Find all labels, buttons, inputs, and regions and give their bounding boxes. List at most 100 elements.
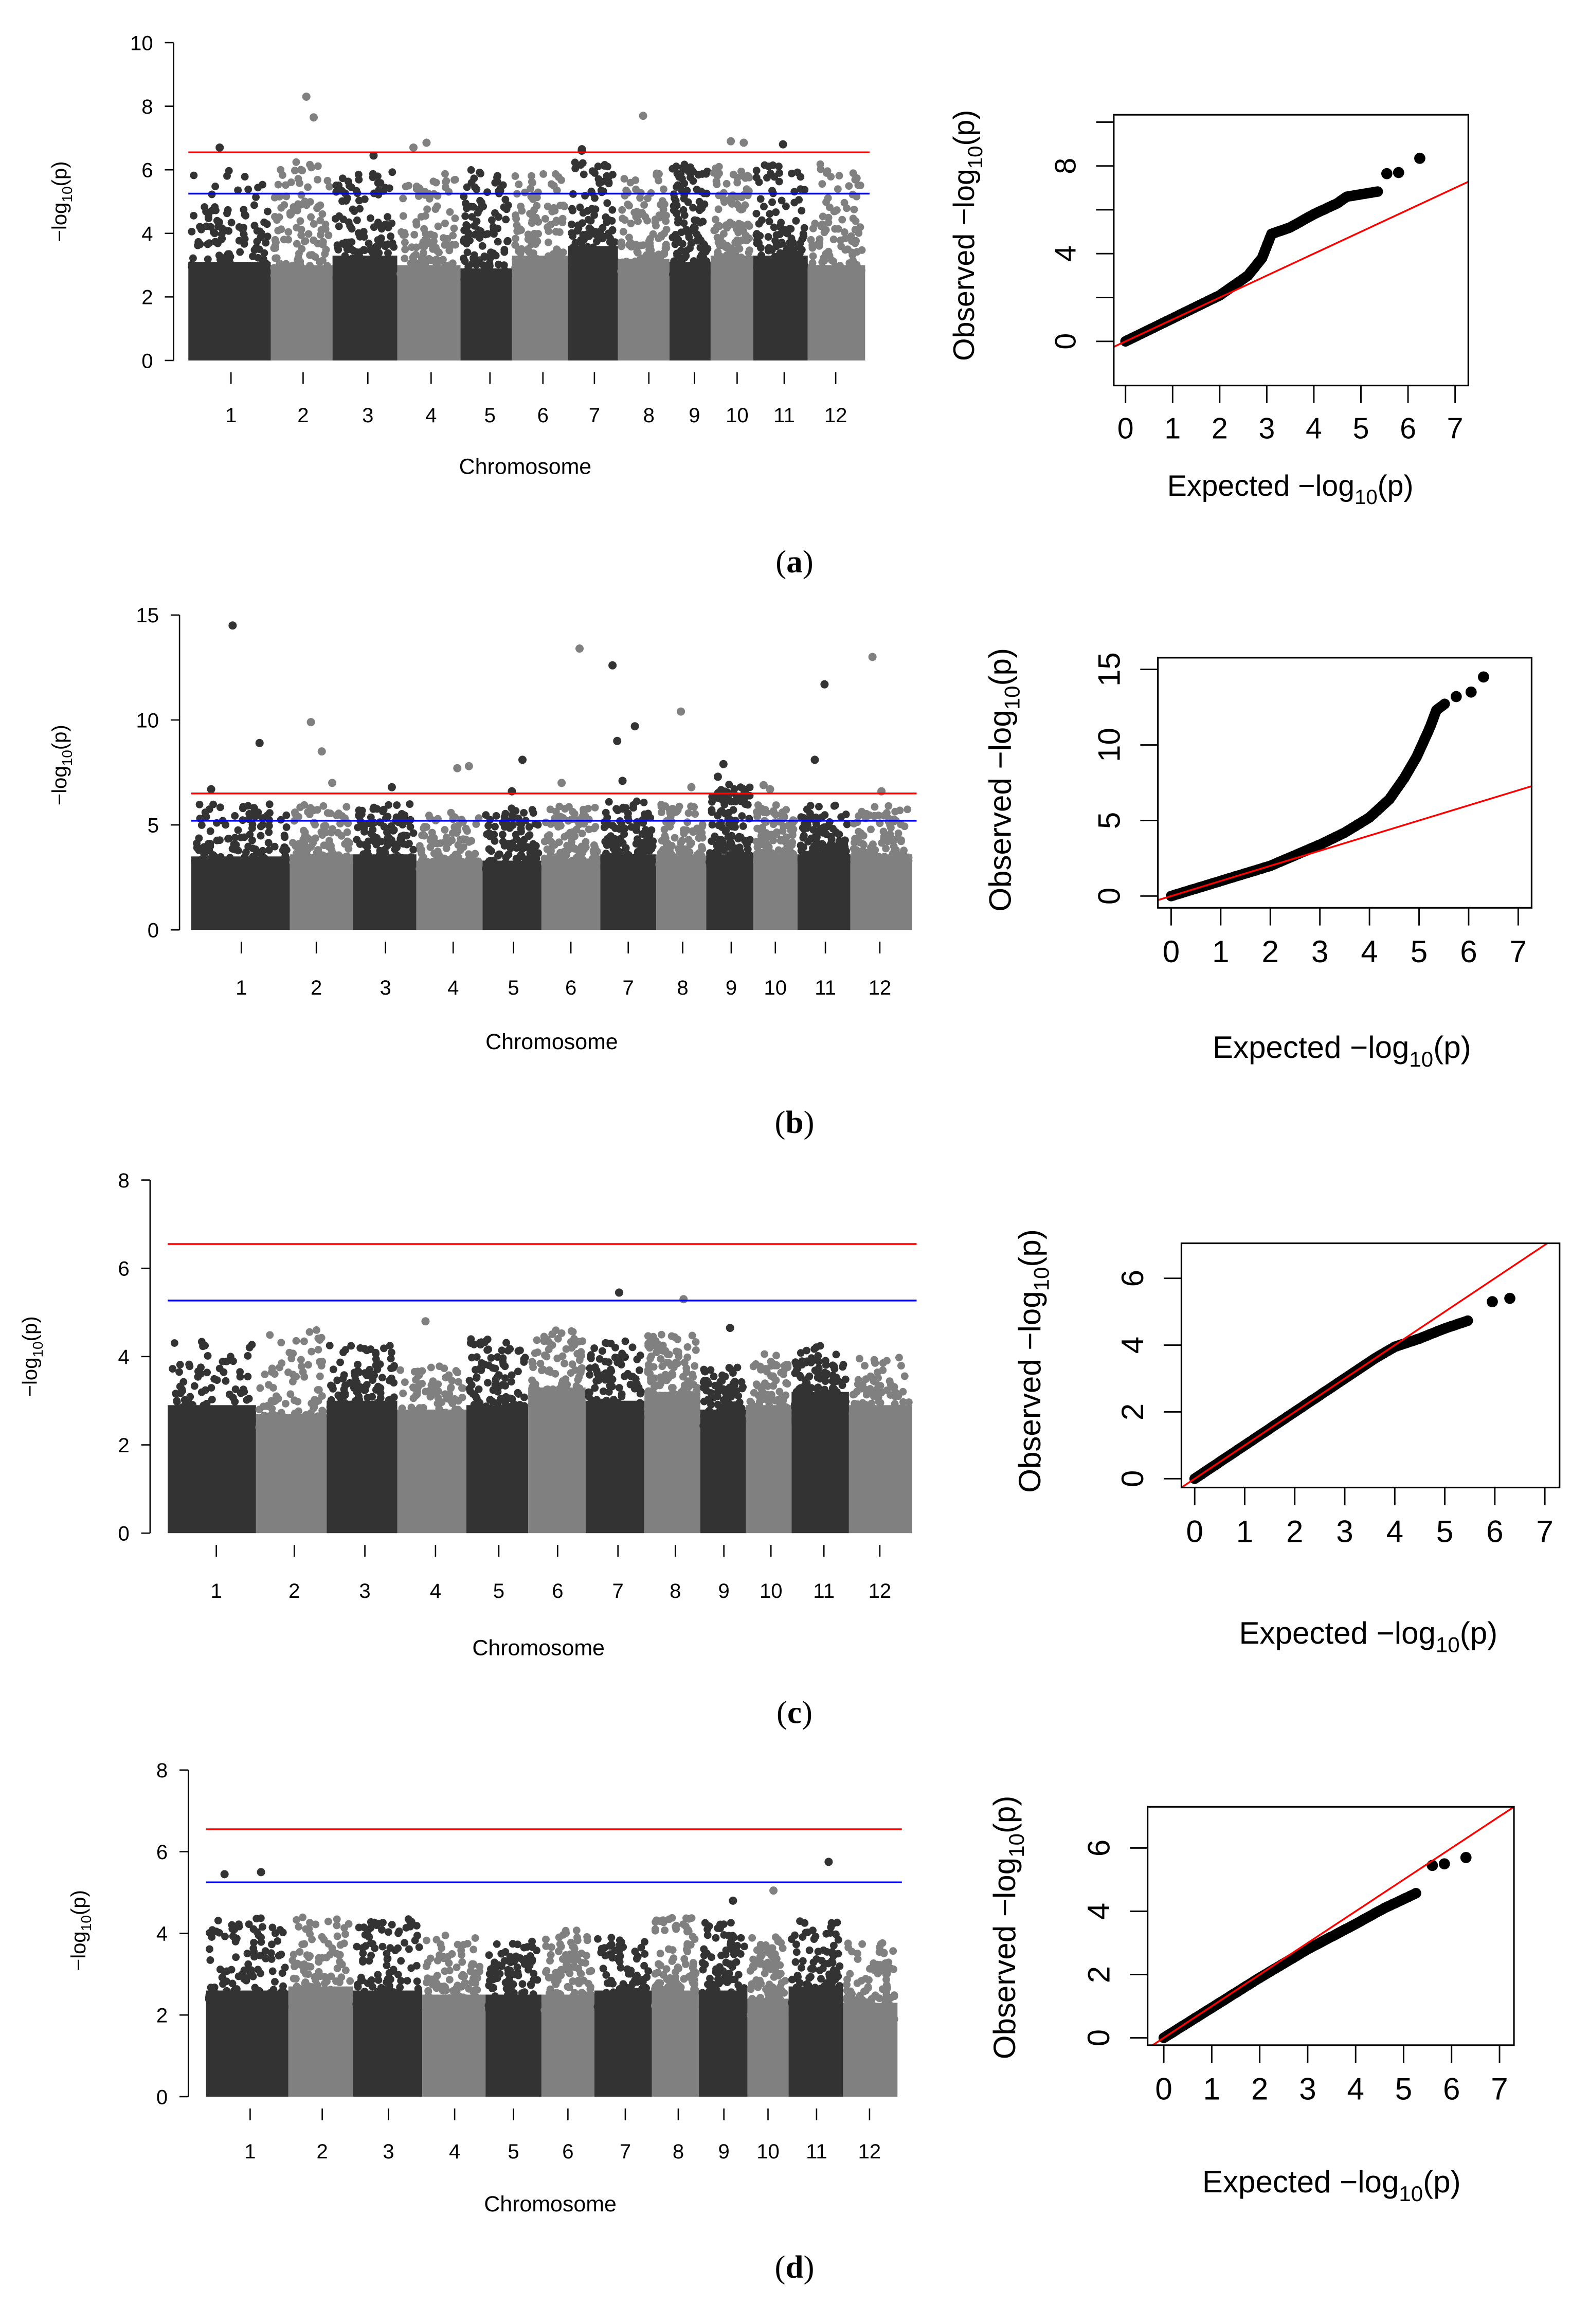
chromosome-band-1 <box>188 262 271 361</box>
snp-point <box>529 840 537 848</box>
snp-point <box>646 243 654 250</box>
snp-point <box>576 203 584 211</box>
snp-point <box>298 858 305 867</box>
snp-point <box>821 251 829 259</box>
qq-outlier-point <box>1414 152 1425 164</box>
snp-point <box>733 261 741 269</box>
snp-point <box>218 235 226 243</box>
snp-point <box>326 183 334 191</box>
snp-point <box>257 233 265 241</box>
snp-point <box>834 185 842 193</box>
snp-point <box>602 1369 610 1377</box>
snp-point <box>552 1326 560 1335</box>
snp-point <box>308 1347 316 1356</box>
snp-point <box>501 1398 509 1407</box>
snp-point <box>728 832 736 840</box>
snp-point <box>277 204 285 212</box>
snp-point <box>286 1390 295 1398</box>
snp-point <box>413 262 422 270</box>
snp-point <box>326 809 334 818</box>
snp-point <box>356 254 365 262</box>
qq-outlier-point <box>1393 167 1404 178</box>
snp-point <box>250 222 259 230</box>
x-tick-label: 7 <box>1447 412 1464 445</box>
snp-point <box>408 259 416 267</box>
snp-point <box>744 220 752 228</box>
snp-point <box>216 803 224 812</box>
snp-point <box>660 249 669 257</box>
snp-point <box>539 170 548 178</box>
snp-point <box>454 1411 462 1419</box>
snp-point <box>894 830 902 837</box>
snp-point <box>291 809 299 818</box>
snp-point <box>643 834 652 841</box>
snp-point <box>338 240 347 247</box>
snp-point <box>344 177 352 186</box>
peak-snp-point <box>719 760 728 768</box>
snp-point <box>837 242 845 250</box>
snp-point <box>214 1407 223 1415</box>
snp-point <box>292 1373 300 1381</box>
snp-point <box>594 1400 602 1408</box>
snp-point <box>250 804 258 812</box>
snp-point <box>569 807 576 816</box>
snp-point <box>616 1411 624 1419</box>
snp-point <box>708 806 716 814</box>
snp-point <box>413 1383 422 1392</box>
snp-point <box>223 1357 231 1365</box>
snp-point <box>592 230 600 239</box>
snp-point <box>539 1400 548 1409</box>
snp-point <box>514 1390 522 1398</box>
snp-point <box>698 821 707 829</box>
peak-snp-point <box>618 777 627 785</box>
snp-point <box>484 1379 492 1387</box>
snp-point <box>621 1337 629 1345</box>
snp-point <box>281 852 290 860</box>
snp-point <box>204 240 212 248</box>
snp-point <box>766 210 774 218</box>
snp-point <box>550 1399 558 1408</box>
snp-point <box>265 800 274 808</box>
snp-point <box>317 1362 326 1370</box>
panel-label-open: ( <box>775 1104 786 1140</box>
snp-point <box>622 844 630 852</box>
snp-point <box>568 205 576 213</box>
snp-point <box>211 183 220 190</box>
snp-point <box>755 178 763 186</box>
snp-point <box>690 257 698 265</box>
snp-point <box>220 1368 228 1376</box>
snp-point <box>178 1417 186 1426</box>
snp-point <box>255 1406 263 1414</box>
x-tick-label: 7 <box>623 977 634 999</box>
x-axis-title: Expected −log10(p) <box>1167 470 1414 509</box>
snp-point <box>577 1365 586 1373</box>
snp-point <box>410 230 419 239</box>
snp-point <box>891 807 899 816</box>
snp-point <box>207 1384 215 1392</box>
snp-point <box>374 1382 382 1391</box>
snp-point <box>320 822 328 830</box>
peak-snp-point <box>713 772 722 781</box>
snp-point <box>653 267 661 276</box>
snp-point <box>852 237 860 245</box>
snp-point <box>714 205 723 213</box>
snp-point <box>837 813 845 821</box>
snp-point <box>319 802 328 810</box>
snp-point <box>210 228 218 236</box>
snp-point <box>176 1361 184 1369</box>
snp-point <box>421 823 428 831</box>
snp-point <box>384 223 392 231</box>
snp-point <box>692 1338 700 1346</box>
snp-point <box>843 204 851 212</box>
snp-point <box>244 185 252 193</box>
snp-point <box>793 168 802 176</box>
snp-point <box>321 220 330 228</box>
snp-point <box>544 202 552 210</box>
snp-point <box>341 1391 349 1399</box>
snp-point <box>574 1338 583 1346</box>
panel-label-letter: b <box>785 1104 803 1140</box>
snp-point <box>745 248 753 257</box>
snp-point <box>291 274 299 282</box>
